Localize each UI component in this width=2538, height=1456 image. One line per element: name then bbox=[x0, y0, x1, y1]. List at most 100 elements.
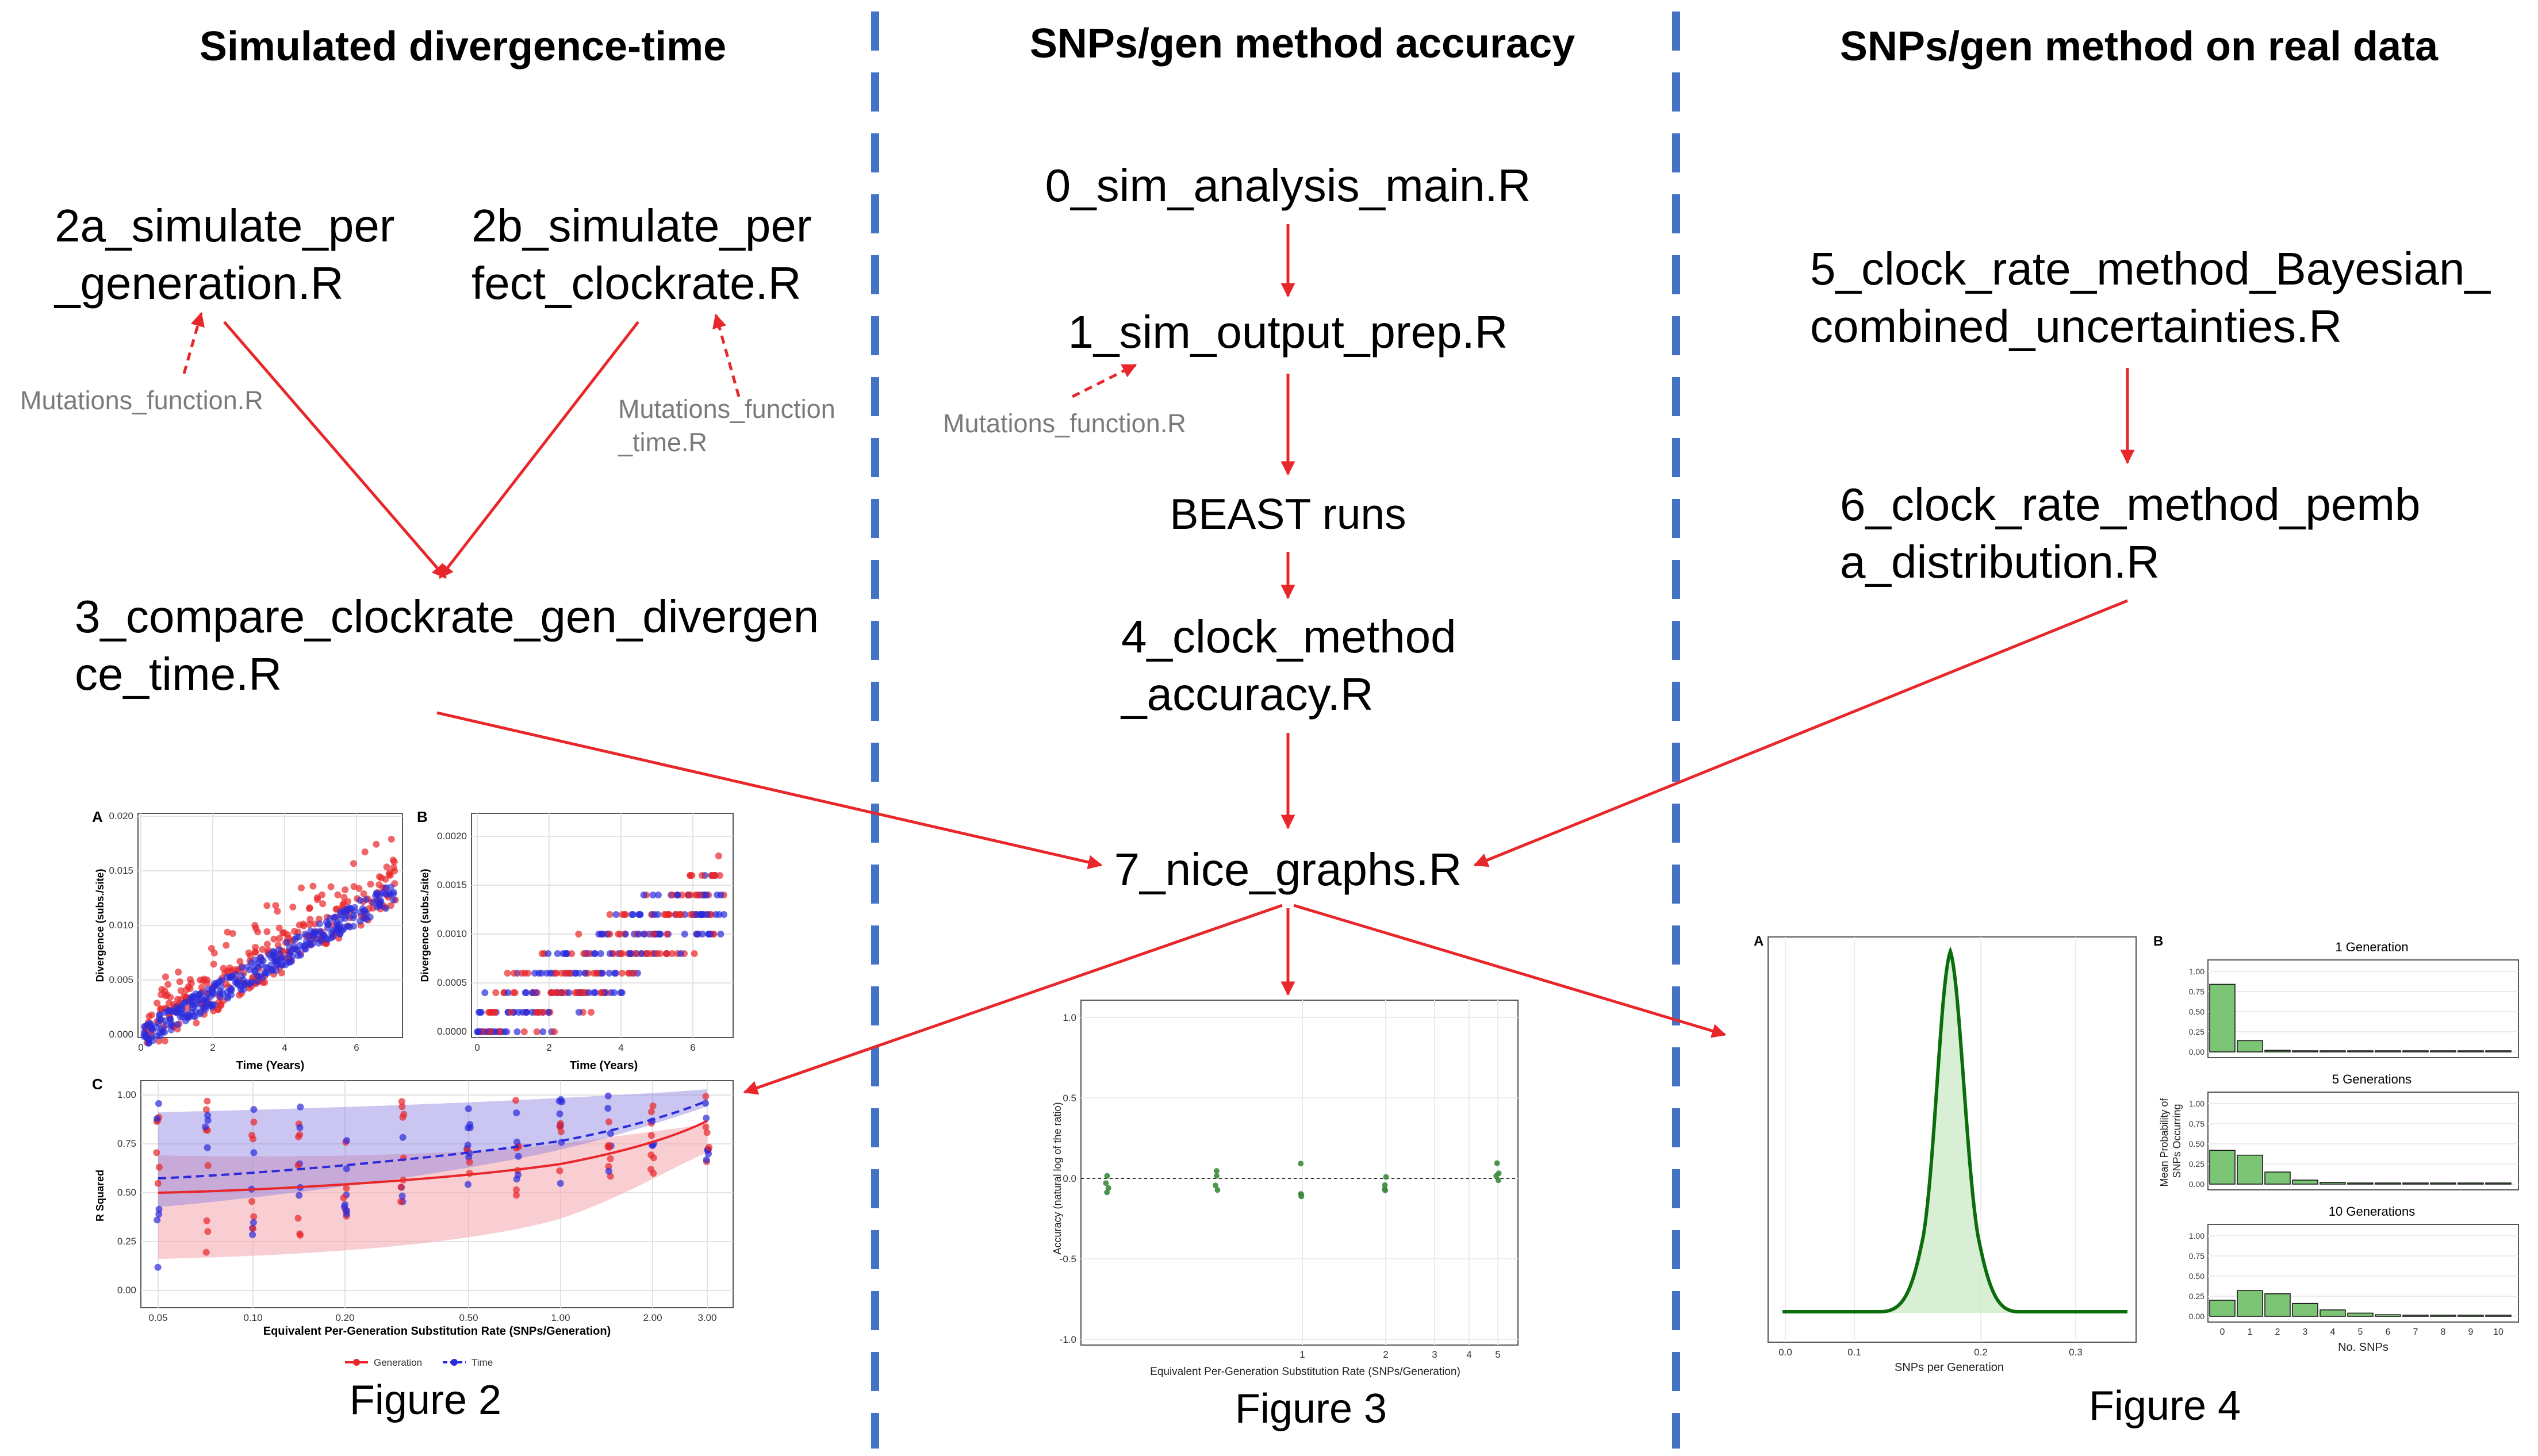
svg-text:0.020: 0.020 bbox=[109, 810, 133, 821]
fig2-b-point bbox=[606, 931, 614, 938]
fig4-b-ytick: 0.50 bbox=[2189, 1139, 2205, 1148]
fig2-a-red-point bbox=[319, 900, 327, 908]
fig4-b-bar bbox=[2430, 1315, 2456, 1317]
fig2-c-point bbox=[343, 1210, 350, 1217]
fig2-b-point bbox=[662, 950, 670, 957]
node-2a-simulate-per-generation: 2a_simulate_per _generation.R bbox=[53, 200, 408, 309]
fig2-a-red-point bbox=[223, 942, 230, 949]
fig2-c-point bbox=[512, 1097, 520, 1104]
fig2-a-red-point bbox=[319, 891, 325, 898]
fig4-b-bar bbox=[2458, 1315, 2484, 1317]
fig2-b-point bbox=[612, 970, 619, 977]
fig2-c-point bbox=[556, 1167, 563, 1174]
fig2-c-point bbox=[702, 1100, 710, 1107]
fig2-a-blue-point bbox=[333, 928, 340, 935]
svg-text:0.50: 0.50 bbox=[117, 1187, 136, 1198]
fig2-a-blue-point bbox=[241, 980, 248, 988]
svg-text:1: 1 bbox=[1299, 1349, 1305, 1360]
svg-text:3: 3 bbox=[1432, 1349, 1437, 1360]
fig2-c-point bbox=[294, 1215, 302, 1222]
figure-3-caption: Figure 3 bbox=[1235, 1386, 1387, 1432]
fig2-b-point bbox=[695, 931, 702, 938]
fig2-c-point bbox=[297, 1103, 304, 1111]
fig2-c-point bbox=[605, 1118, 612, 1125]
svg-text:0.0: 0.0 bbox=[1778, 1347, 1792, 1358]
fig2-c-point bbox=[342, 1201, 348, 1208]
fig3-point bbox=[1298, 1161, 1304, 1167]
fig2-a-blue-point bbox=[178, 1002, 185, 1010]
fig2-b-point bbox=[640, 892, 647, 898]
svg-text:-0.5: -0.5 bbox=[1060, 1254, 1076, 1265]
fig2-c-red-band bbox=[158, 1124, 707, 1259]
fig2-b-point bbox=[657, 931, 664, 938]
arrow-7-to-fig4 bbox=[1293, 904, 1727, 1038]
fig2-b-point bbox=[687, 911, 695, 918]
fig2-a-blue-point bbox=[273, 961, 281, 967]
fig2-c-point bbox=[204, 1144, 211, 1151]
fig2-a-red-point bbox=[387, 902, 394, 909]
fig2-c-point bbox=[154, 1180, 162, 1187]
fig2-a-red-point bbox=[306, 916, 314, 923]
fig2-a-red-point bbox=[154, 1000, 161, 1007]
fig2-c-point bbox=[250, 1213, 258, 1220]
fig2-b-point bbox=[492, 989, 500, 996]
svg-text:3.00: 3.00 bbox=[697, 1312, 716, 1323]
fig2-b-point bbox=[707, 931, 714, 938]
fig2-c-point bbox=[202, 1123, 209, 1131]
fig3-xlabel: Equivalent Per-Generation Substitution R… bbox=[1150, 1366, 1460, 1378]
svg-text:0.2: 0.2 bbox=[1974, 1347, 1988, 1358]
fig2-b-point bbox=[520, 1028, 528, 1035]
fig2-a-blue-point bbox=[269, 966, 276, 973]
fig2-a-red-point bbox=[197, 976, 204, 984]
fig2-a-red-point bbox=[203, 979, 210, 987]
fig2-a-red-point bbox=[226, 964, 233, 971]
svg-text:0: 0 bbox=[138, 1042, 143, 1053]
fig2-b-point bbox=[717, 931, 724, 938]
fig2-b-point bbox=[654, 892, 662, 898]
fig2-a-blue-point bbox=[350, 914, 357, 921]
fig2-c-point bbox=[154, 1263, 162, 1271]
fig2-b-point bbox=[513, 1028, 521, 1035]
fig2-panel-c-xticks: 0.05 0.10 0.20 0.50 1.00 2.00 3.00 bbox=[148, 1312, 716, 1323]
fig2-b-point bbox=[626, 970, 633, 977]
fig2-a-red-point bbox=[259, 946, 266, 953]
svg-text:2: 2 bbox=[2275, 1327, 2280, 1337]
fig2-a-red-point bbox=[373, 840, 380, 848]
fig2-b-point bbox=[663, 931, 670, 938]
fig4-b-bar bbox=[2402, 1182, 2429, 1185]
fig2-c-point bbox=[399, 1134, 407, 1141]
fig4-b-bar bbox=[2320, 1309, 2346, 1317]
fig2-b-point bbox=[687, 872, 694, 879]
arrow-2a-to-3 bbox=[223, 321, 447, 579]
fig2-c-point bbox=[558, 1098, 566, 1105]
fig2-c-point bbox=[154, 1216, 161, 1224]
fig2-a-red-point bbox=[344, 898, 351, 905]
fig4-b-bar bbox=[2264, 1293, 2291, 1317]
fig2-panel-a-xlabel: Time (Years) bbox=[236, 1059, 305, 1072]
fig4-b-ytick: 0.75 bbox=[2189, 1251, 2205, 1261]
node-4-clock-method-accuracy: 4_clock_method _accuracy.R bbox=[1120, 611, 1469, 720]
fig2-a-red-point bbox=[224, 928, 231, 936]
fig2-c-point bbox=[204, 1117, 212, 1124]
fig2-a-red-point bbox=[306, 921, 313, 928]
fig2-b-point bbox=[509, 989, 517, 996]
svg-text:0: 0 bbox=[474, 1042, 480, 1053]
fig2-c-point bbox=[250, 1135, 256, 1143]
fig2-c-blue-fit bbox=[158, 1100, 708, 1180]
fig2-panel-b-xlabel: Time (Years) bbox=[570, 1059, 638, 1072]
svg-text:2: 2 bbox=[1383, 1349, 1388, 1360]
fig2-a-red-point bbox=[186, 985, 194, 992]
fig2-c-point bbox=[557, 1180, 564, 1187]
fig2-a-red-point bbox=[274, 908, 281, 915]
fig2-a-blue-point bbox=[310, 929, 317, 936]
svg-text:2: 2 bbox=[210, 1042, 215, 1053]
fig2-a-red-point bbox=[367, 881, 374, 888]
fig4-a-density-line bbox=[1782, 946, 2127, 1313]
fig2-b-point bbox=[622, 931, 629, 938]
fig2-a-blue-point bbox=[191, 1013, 199, 1020]
fig2-a-red-point bbox=[275, 935, 283, 942]
fig2-legend-time: Time bbox=[471, 1357, 493, 1368]
fig2-b-point bbox=[478, 1009, 485, 1016]
fig2-b-point bbox=[649, 892, 657, 898]
fig4-b-bar bbox=[2209, 1150, 2236, 1185]
